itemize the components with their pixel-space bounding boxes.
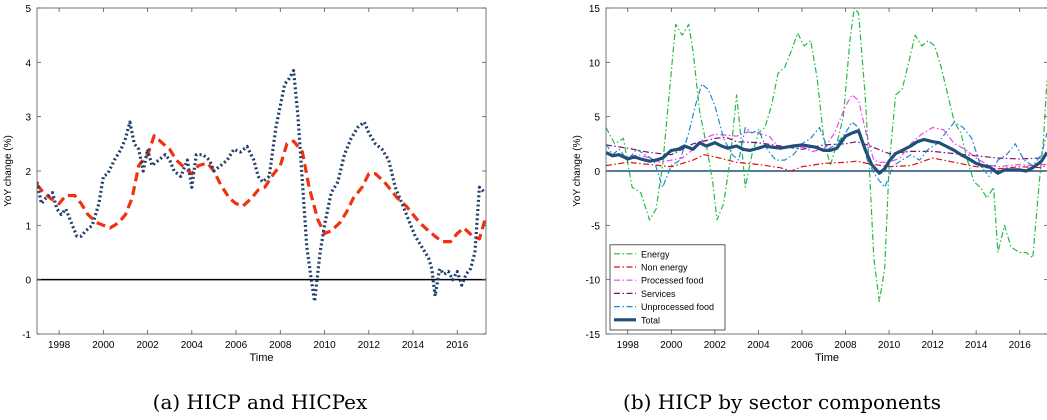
x-tick-label: 2016 (1009, 340, 1032, 351)
legend-label-unprocessed_food: Unprocessed food (641, 302, 714, 312)
x-tick-label: 2010 (878, 340, 901, 351)
series-line-services (606, 136, 1047, 160)
y-tick-label: 0 (25, 276, 31, 287)
y-tick-label: -10 (586, 276, 601, 287)
x-tick-label: 2008 (834, 340, 857, 351)
legend-label-non_energy: Non energy (641, 263, 688, 273)
x-tick-label: 2006 (791, 340, 814, 351)
x-tick-label: 2000 (660, 340, 683, 351)
y-tick-label: 5 (594, 113, 600, 124)
chart-b-hicp-by-sector: -15 -10 -5 0 5 10 15 1998 2000 2002 2004 2006 2008 20… (572, 4, 1047, 364)
x-tick-label: 2002 (136, 340, 159, 351)
series-line-processed_food (606, 94, 1047, 168)
y-tick-label: 2 (25, 167, 31, 178)
x-tick-label: 2014 (965, 340, 988, 351)
x-tick-label: 2004 (747, 340, 770, 351)
x-tick-label: 2010 (313, 340, 336, 351)
x-tick-label: 1998 (617, 340, 640, 351)
series-line-hicp (37, 68, 486, 303)
x-tick-label: 2012 (358, 340, 381, 351)
legend-label-processed_food: Processed food (641, 276, 704, 286)
y-tick-label: 15 (589, 4, 601, 15)
y-tick-label: 5 (25, 4, 31, 15)
legend-box (609, 244, 726, 331)
series-line-unprocessed_food (606, 83, 1047, 188)
x-tick-label: 2012 (921, 340, 944, 351)
x-axis-label: Time (249, 352, 273, 364)
x-axis-label: Time (815, 352, 839, 364)
y-tick-label: 1 (25, 221, 31, 232)
series-line-total (606, 129, 1047, 175)
y-tick-label: 3 (25, 113, 31, 124)
x-tick-label: 1998 (48, 340, 71, 351)
y-tick-label: 0 (594, 167, 600, 178)
x-tick-label: 2000 (92, 340, 115, 351)
legend-label-energy: Energy (641, 249, 670, 259)
y-tick-label: -5 (591, 221, 600, 232)
x-tick-label: 2008 (269, 340, 292, 351)
x-tick-label: 2004 (181, 340, 204, 351)
legend: Energy Non energy Processed food Services Un… (609, 244, 726, 331)
caption-b: (b) HICP by sector components (623, 390, 941, 414)
series-line-energy (606, 8, 1047, 302)
series-line-hicpex (37, 134, 486, 244)
y-tick-label: -15 (586, 330, 601, 341)
y-tick-label: 4 (25, 58, 31, 69)
y-tick-label: -1 (22, 330, 31, 341)
legend-label-total: Total (641, 315, 660, 325)
x-tick-label: 2014 (402, 340, 425, 351)
legend-label-services: Services (641, 289, 676, 299)
plot-frame (36, 7, 487, 335)
x-tick-label: 2006 (225, 340, 248, 351)
y-axis-label: YoY change (%) (3, 135, 14, 207)
chart-a-hicp-and-hicpex: -1 0 1 2 3 4 5 1998 2000 2002 2004 2006 2008 2010 2012… (3, 4, 487, 364)
series-line-non_energy (606, 154, 1047, 172)
x-tick-label: 2002 (704, 340, 727, 351)
x-tick-label: 2016 (446, 340, 469, 351)
caption-a: (a) HICP and HICPex (152, 390, 368, 414)
y-axis-label: YoY change (%) (572, 135, 583, 207)
y-tick-label: 10 (589, 58, 601, 69)
